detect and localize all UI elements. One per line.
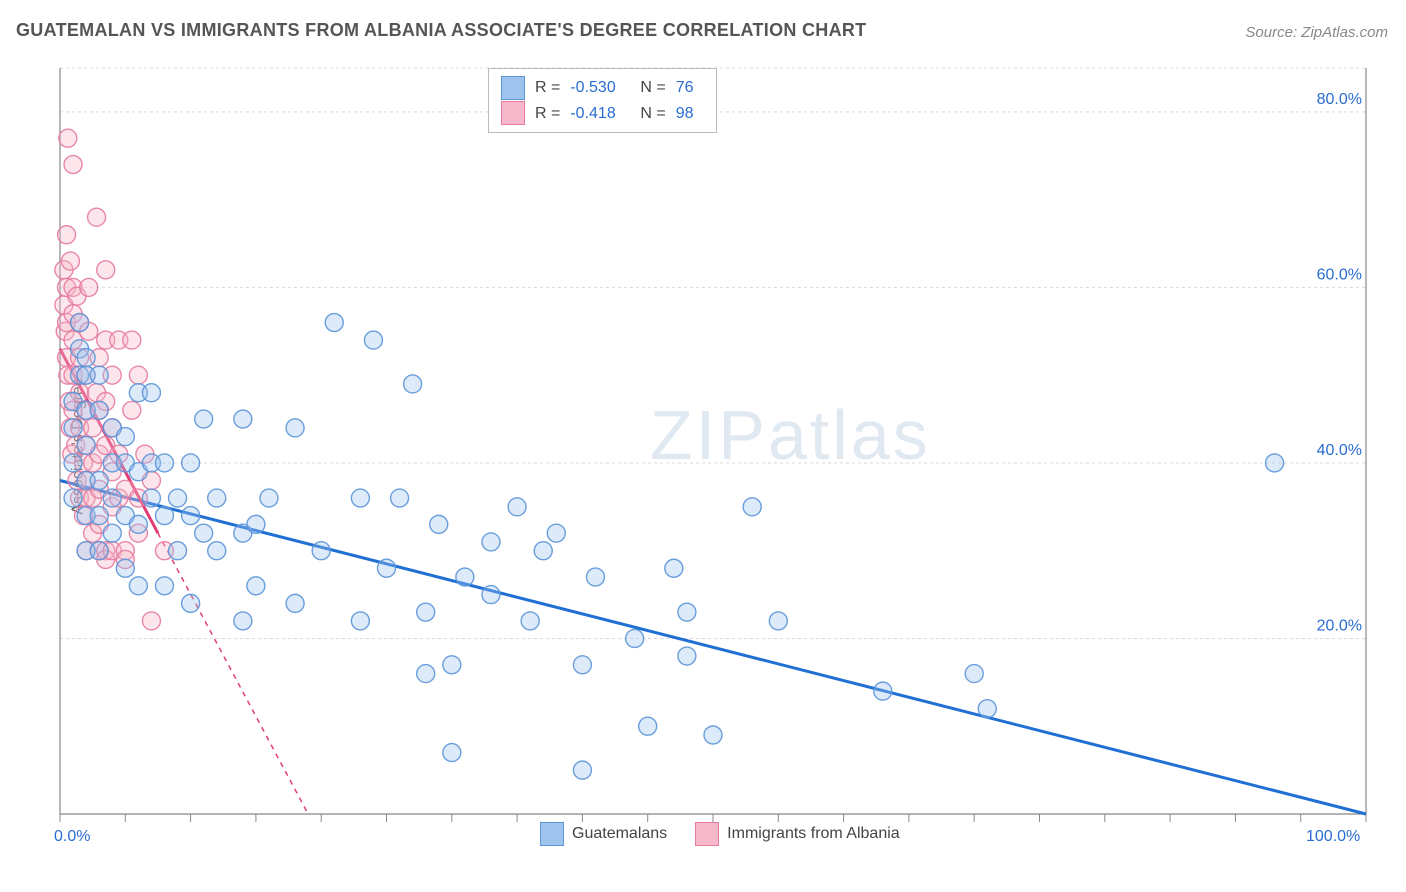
series-legend-item: Immigrants from Albania — [695, 822, 900, 846]
legend-r-label: R = — [535, 75, 560, 101]
series-legend-label: Immigrants from Albania — [727, 825, 900, 843]
x-axis-left-label: 0.0% — [54, 828, 90, 846]
svg-text:40.0%: 40.0% — [1317, 442, 1362, 459]
series-legend-item: Guatemalans — [540, 822, 667, 846]
legend-swatch — [501, 76, 525, 100]
svg-text:20.0%: 20.0% — [1317, 617, 1362, 634]
legend-row: R = -0.418 N = 98 — [501, 101, 704, 127]
x-axis-right-label: 100.0% — [1306, 828, 1360, 846]
legend-n-value: 76 — [676, 75, 704, 101]
series-legend-label: Guatemalans — [572, 825, 667, 843]
page-title: GUATEMALAN VS IMMIGRANTS FROM ALBANIA AS… — [16, 20, 866, 41]
svg-text:60.0%: 60.0% — [1317, 266, 1362, 283]
legend-n-label: N = — [640, 75, 665, 101]
legend-swatch — [501, 101, 525, 125]
scatter-svg: 20.0% 40.0% 60.0% 80.0% — [50, 60, 1376, 850]
source-attribution: Source: ZipAtlas.com — [1245, 24, 1388, 41]
chart-plot-area: 20.0%40.0%60.0%80.0% ZIPatlas R =-0.530N… — [50, 60, 1376, 850]
legend-r-value: -0.530 — [570, 75, 630, 101]
legend-r-value: -0.418 — [570, 101, 630, 127]
legend-n-label: N = — [640, 101, 665, 127]
source-name: ZipAtlas.com — [1301, 24, 1388, 41]
legend-row: R = -0.530 N = 76 — [501, 75, 704, 101]
svg-text:80.0%: 80.0% — [1317, 91, 1362, 108]
correlation-legend: R = -0.530 N = 76 R = -0.418 N = 98 — [488, 68, 717, 133]
legend-n-value: 98 — [676, 101, 704, 127]
legend-swatch — [540, 822, 564, 846]
legend-swatch — [695, 822, 719, 846]
legend-r-label: R = — [535, 101, 560, 127]
source-prefix: Source: — [1245, 24, 1301, 41]
series-legend: Guatemalans Immigrants from Albania — [540, 822, 900, 846]
